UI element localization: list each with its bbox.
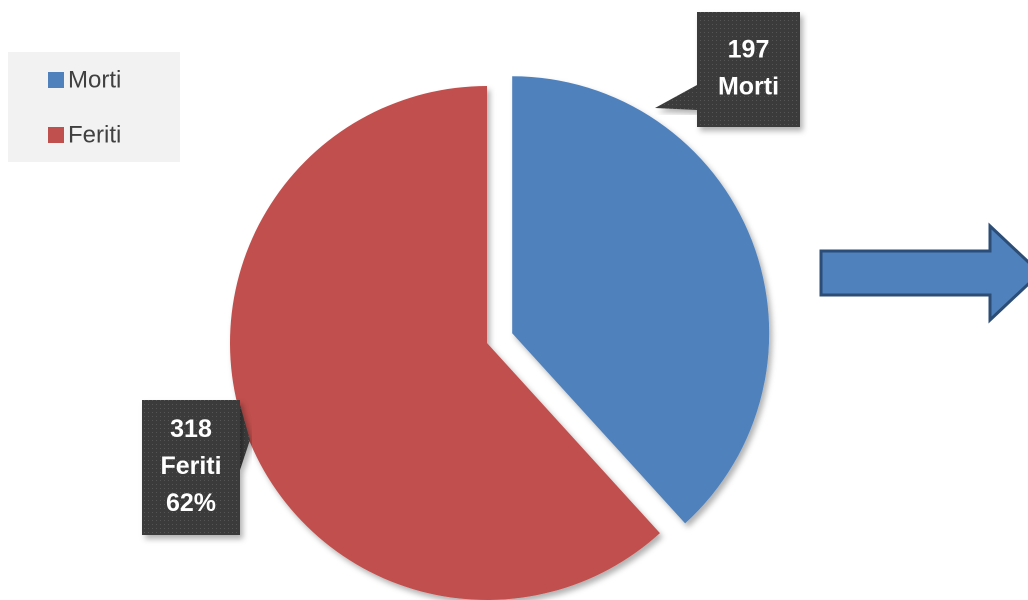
callout-box <box>697 12 800 127</box>
legend-box <box>8 52 180 162</box>
label-text: 318 <box>170 415 212 443</box>
callout-box <box>142 400 240 535</box>
legend-label: Feriti <box>68 121 121 148</box>
label-text: Feriti <box>160 452 221 480</box>
label-text: 197 <box>728 36 770 64</box>
pie-slice <box>230 86 660 600</box>
legend-label: Morti <box>68 66 121 93</box>
callout-pointer <box>655 85 697 110</box>
data-label: 318 Feriti 62% <box>142 400 250 535</box>
legend-swatch <box>48 127 64 143</box>
callout-pointer <box>240 405 250 470</box>
data-label: 197 Morti <box>655 12 800 127</box>
label-text: Morti <box>718 73 779 101</box>
legend-swatch <box>48 72 64 88</box>
arrow <box>819 222 1028 324</box>
label-text: 62% <box>166 489 216 517</box>
pie-slice <box>512 76 770 524</box>
